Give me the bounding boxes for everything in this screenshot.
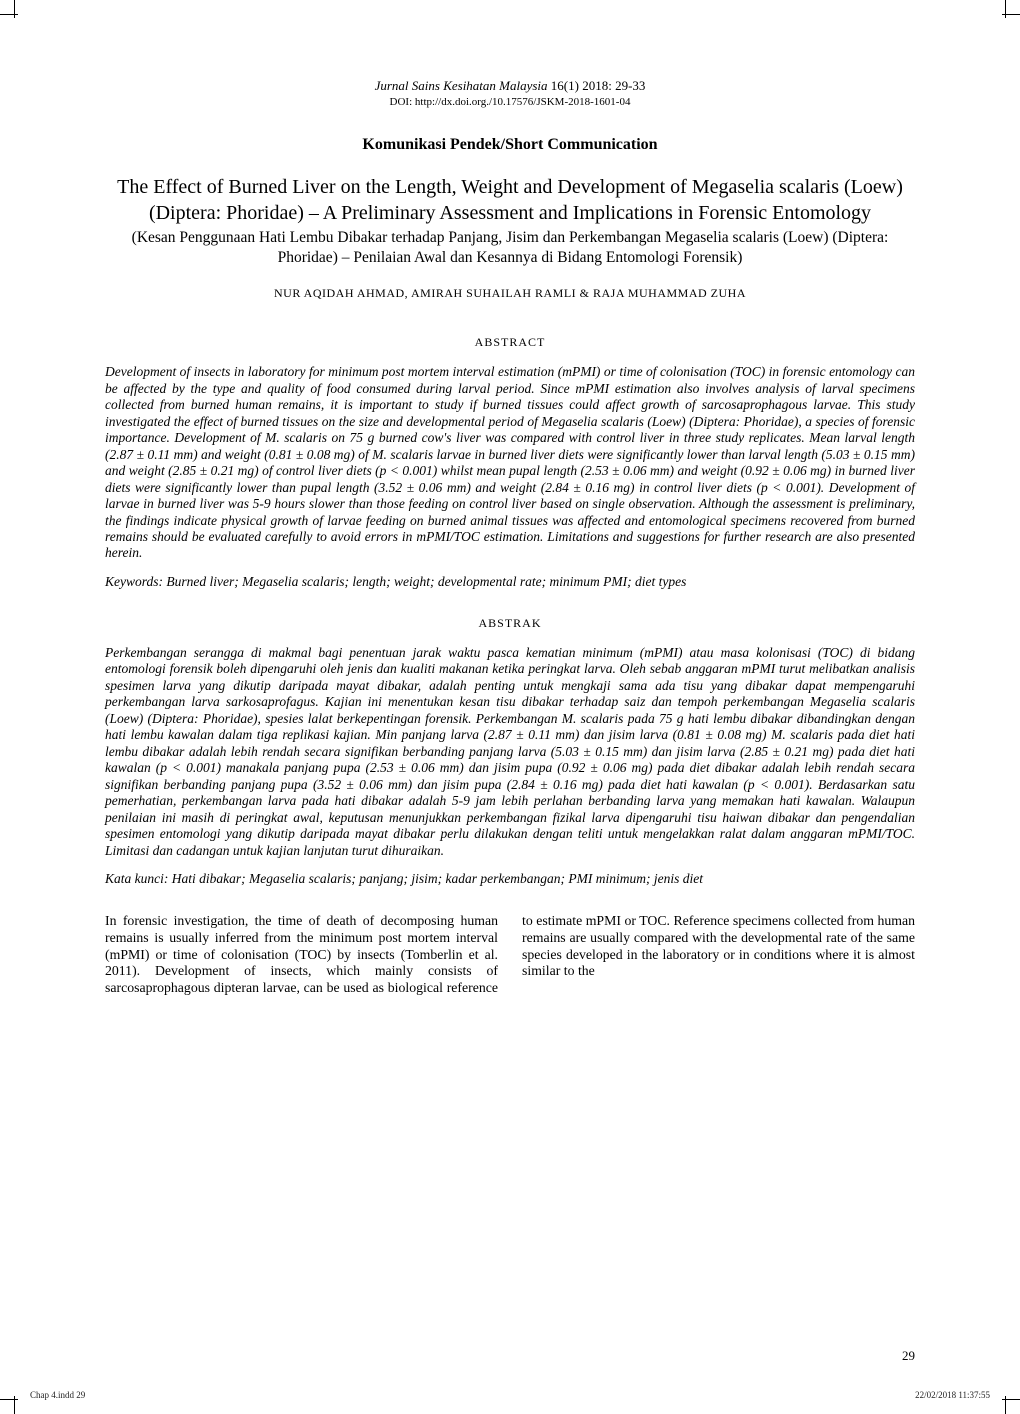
- crop-mark: [14, 1396, 15, 1414]
- page-content: Jurnal Sains Kesihatan Malaysia 16(1) 20…: [0, 0, 1020, 1047]
- keywords-en: Keywords: Burned liver; Megaselia scalar…: [105, 574, 915, 590]
- doi-line: DOI: http://dx.doi.org./10.17576/JSKM-20…: [105, 96, 915, 108]
- article-title-ms: (Kesan Penggunaan Hati Lembu Dibakar ter…: [105, 228, 915, 268]
- crop-mark: [1005, 0, 1006, 18]
- crop-mark: [0, 1399, 18, 1400]
- journal-name: Jurnal Sains Kesihatan Malaysia: [375, 78, 548, 93]
- journal-info: Jurnal Sains Kesihatan Malaysia 16(1) 20…: [105, 78, 915, 94]
- communication-type-text: Komunikasi Pendek/Short Communication: [362, 136, 657, 153]
- keywords-ms: Kata kunci: Hati dibakar; Megaselia scal…: [105, 871, 915, 887]
- abstract-heading-ms: ABSTRAK: [105, 616, 915, 631]
- footer-left: Chap 4.indd 29: [30, 1390, 85, 1400]
- page-number: 29: [902, 1348, 915, 1364]
- doi-value: : http://dx.doi.org./10.17576/JSKM-2018-…: [409, 96, 630, 108]
- crop-mark: [0, 14, 18, 15]
- footer-right: 22/02/2018 11:37:55: [915, 1390, 990, 1400]
- crop-mark: [14, 0, 15, 18]
- abstract-body-ms: Perkembangan serangga di makmal bagi pen…: [105, 645, 915, 859]
- authors: NUR AQIDAH AHMAD, AMIRAH SUHAILAH RAMLI …: [105, 286, 915, 301]
- article-title-en: The Effect of Burned Liver on the Length…: [105, 174, 915, 226]
- journal-volume: 16(1) 2018: 29-33: [551, 78, 646, 93]
- abstract-body-en: Development of insects in laboratory for…: [105, 364, 915, 562]
- communication-type: Komunikasi Pendek/Short Communication: [105, 136, 915, 154]
- doi-label: DOI: [390, 96, 410, 108]
- crop-mark: [1005, 1396, 1006, 1414]
- body-text: In forensic investigation, the time of d…: [105, 913, 915, 997]
- abstract-heading-en: ABSTRACT: [105, 335, 915, 350]
